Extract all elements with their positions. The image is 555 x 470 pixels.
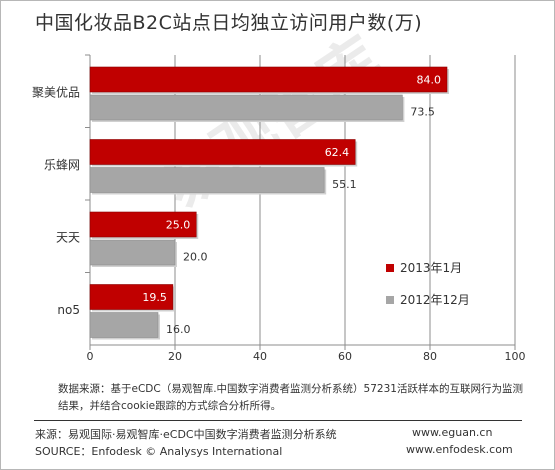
footer-url-enfodesk: www.enfodesk.com xyxy=(406,443,513,456)
bar xyxy=(89,239,176,266)
legend-swatch xyxy=(386,264,394,272)
legend-label: 2012年12月 xyxy=(400,293,470,307)
x-tick-label: 100 xyxy=(505,350,526,363)
bar xyxy=(89,94,403,121)
x-tick-label: 60 xyxy=(338,350,352,363)
category-label: 天天 xyxy=(56,230,80,244)
x-tick-label: 20 xyxy=(168,350,182,363)
bar xyxy=(89,284,174,310)
legend-label: 2013年1月 xyxy=(400,261,462,275)
footer-url-eguan: www.eguan.cn xyxy=(412,426,493,439)
data-label: 16.0 xyxy=(166,323,191,336)
footer-source-en: SOURCE：Enfodesk © Analysys International xyxy=(35,445,283,458)
footer-divider xyxy=(34,420,522,421)
footer-source-cn: 来源：易观国际·易观智库·eCDC中国数字消费者监测分析系统 xyxy=(35,428,337,441)
bar xyxy=(89,167,325,193)
legend-swatch xyxy=(386,296,394,304)
bar xyxy=(89,66,448,93)
category-label: 乐蜂网 xyxy=(44,158,80,172)
category-label: 聚美优品 xyxy=(32,85,80,99)
bar xyxy=(89,312,159,338)
x-tick-label: 40 xyxy=(253,350,267,363)
data-label: 19.5 xyxy=(142,291,167,304)
bar xyxy=(89,211,197,238)
bar xyxy=(89,139,356,165)
data-label: 25.0 xyxy=(166,219,191,232)
category-label: no5 xyxy=(57,303,80,317)
data-source-note: 数据来源：基于eCDC（易观智库.中国数字消费者监测分析系统）57231活跃样本… xyxy=(58,383,523,412)
chart-title: 中国化妆品B2C站点日均独立访问用户数(万) xyxy=(35,12,423,34)
x-tick-label: 0 xyxy=(87,350,94,363)
data-label: 73.5 xyxy=(410,106,435,119)
data-label: 84.0 xyxy=(417,74,442,87)
data-label: 55.1 xyxy=(332,178,357,191)
x-tick-label: 80 xyxy=(423,350,437,363)
data-label: 62.4 xyxy=(325,146,350,159)
data-label: 20.0 xyxy=(183,251,208,264)
